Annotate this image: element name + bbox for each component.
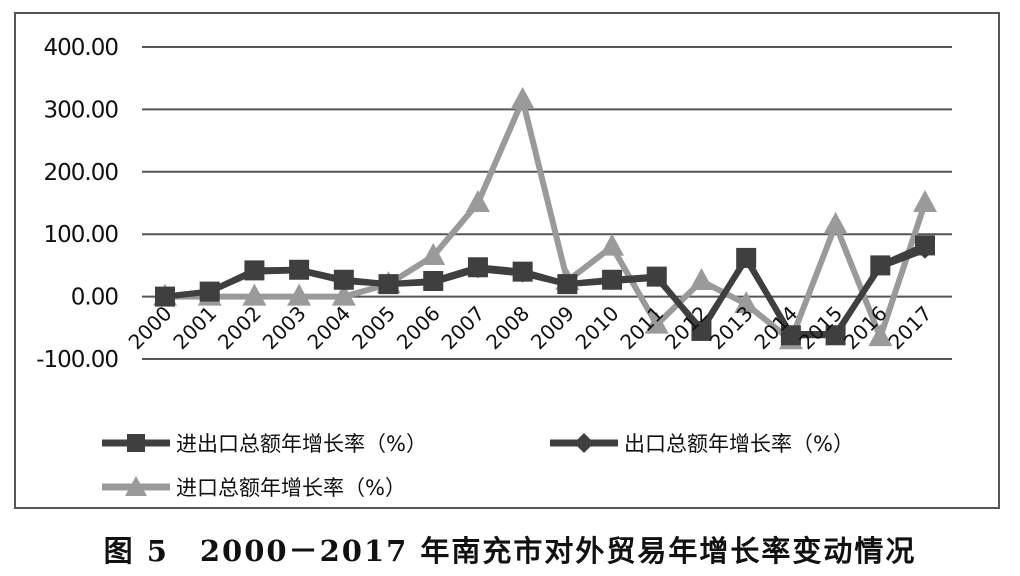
y-tick-label: 0.00	[71, 285, 119, 311]
legend-label-import: 进口总额年增长率（%）	[176, 476, 406, 500]
data-point-square	[467, 257, 488, 278]
series-triangle	[153, 87, 937, 350]
data-point-square	[780, 325, 801, 346]
x-tick-label: 2010	[571, 301, 624, 354]
data-point-square	[602, 269, 623, 290]
data-point-square	[289, 259, 310, 280]
chart-frame	[14, 12, 1000, 509]
data-point-square	[512, 261, 533, 282]
data-point-triangle	[644, 311, 669, 334]
data-point-triangle	[421, 243, 446, 266]
legend-item-total: 进出口总额年增长率（%）	[100, 428, 427, 458]
data-point-triangle	[510, 87, 535, 110]
x-axis-ticks: 2000200120022003200420052006200720082009…	[124, 301, 937, 354]
y-axis-ticks: 400.00 300.00 200.00 100.00 0.00 -100.00	[36, 35, 119, 373]
x-tick-label: 2008	[481, 301, 534, 354]
data-point-square	[199, 281, 220, 302]
data-point-triangle	[689, 268, 714, 290]
x-tick-label: 2007	[437, 301, 490, 354]
data-point-square	[915, 235, 935, 256]
x-tick-label: 2006	[392, 301, 445, 354]
data-point-triangle	[868, 324, 893, 347]
figure-caption: 图 5 2000－2017 年南充市对外贸易年增长率变动情况	[103, 534, 917, 568]
data-point-square	[736, 247, 757, 268]
y-tick-label: 400.00	[44, 35, 119, 61]
data-point-square	[244, 260, 265, 281]
x-tick-label: 2009	[526, 301, 579, 354]
legend-swatch-triangle	[102, 476, 170, 496]
data-point-square	[646, 266, 667, 287]
series-line	[165, 90, 928, 346]
data-point-triangle	[734, 291, 759, 314]
x-tick-label: 2000	[124, 301, 177, 354]
legend-label-export: 出口总额年增长率（%）	[624, 432, 854, 456]
y-tick-label: 300.00	[44, 97, 119, 123]
data-point-square	[691, 320, 712, 341]
data-point-square	[557, 274, 578, 295]
data-point-triangle	[823, 211, 848, 234]
y-tick-label: 200.00	[44, 160, 119, 186]
legend-item-import: 进口总额年增长率（%）	[100, 472, 406, 502]
x-tick-label: 2005	[347, 301, 400, 354]
data-point-square	[378, 274, 399, 295]
x-tick-label: 2002	[213, 301, 266, 354]
legend-label-total: 进出口总额年增长率（%）	[176, 432, 427, 456]
legend-swatch-diamond	[550, 433, 618, 453]
series-layer	[153, 87, 937, 350]
data-point-square	[333, 269, 354, 290]
x-tick-label: 2001	[168, 301, 221, 354]
data-point-triangle	[465, 190, 490, 212]
x-tick-label: 2004	[302, 301, 355, 354]
data-point-triangle	[287, 283, 312, 306]
legend-item-export: 出口总额年增长率（%）	[548, 428, 854, 458]
y-tick-label: 100.00	[44, 222, 119, 248]
data-point-triangle	[913, 190, 937, 212]
data-point-triangle	[242, 283, 267, 306]
data-point-triangle	[600, 233, 625, 256]
data-point-triangle	[331, 283, 356, 306]
data-point-square	[870, 255, 891, 276]
data-point-square	[423, 271, 444, 291]
data-point-square	[825, 325, 846, 346]
x-tick-label: 2003	[258, 301, 311, 354]
y-tick-label: -100.00	[36, 347, 118, 373]
series-square	[155, 235, 935, 346]
data-point-square	[155, 286, 175, 307]
legend-swatch-square	[102, 434, 170, 452]
